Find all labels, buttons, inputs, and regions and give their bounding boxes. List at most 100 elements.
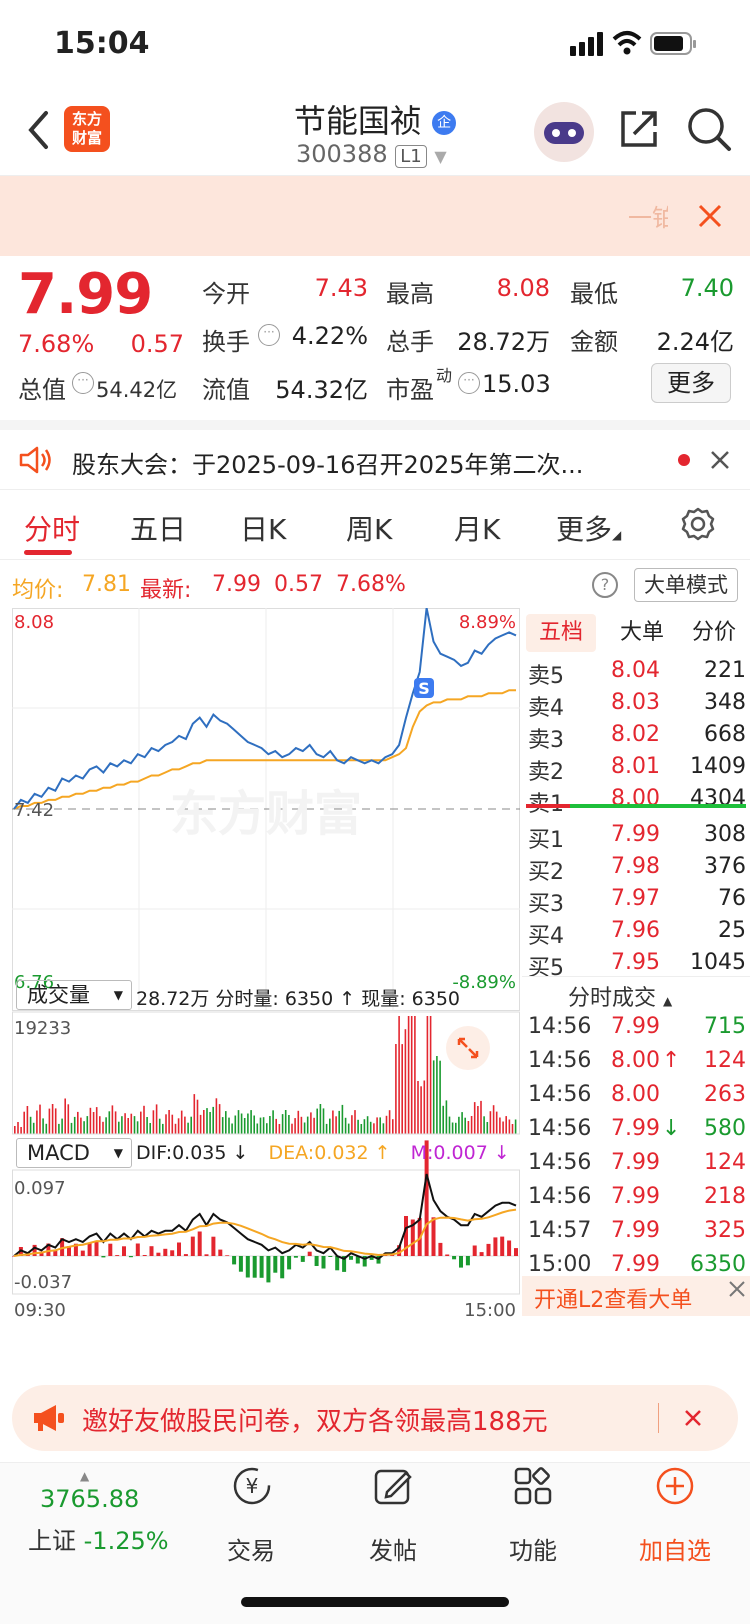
- info-icon[interactable]: ···: [72, 372, 94, 394]
- nav-trade[interactable]: ¥ 交易: [186, 1463, 316, 1565]
- macd-bar: [287, 1256, 292, 1270]
- top-banner[interactable]: 一铂: [0, 176, 750, 256]
- nav-post-label: 发帖: [369, 1537, 417, 1565]
- tab-more[interactable]: 更多◢: [556, 508, 621, 548]
- volume-bar: [448, 1116, 451, 1134]
- nav-add-watchlist[interactable]: 加自选: [610, 1463, 740, 1565]
- tab-big-orders[interactable]: 大单: [619, 620, 664, 645]
- nav-post[interactable]: 发帖: [328, 1463, 458, 1565]
- notice-bar[interactable]: 股东大会：于2025-09-16召开2025年第二次...: [0, 420, 750, 490]
- volume-bar: [190, 1116, 192, 1134]
- tab-weekly-k[interactable]: 周K: [346, 513, 393, 546]
- avg-price-line: [13, 689, 516, 810]
- stock-code-row[interactable]: 300388 L1 ▼: [296, 140, 447, 168]
- macd-bar: [280, 1256, 285, 1279]
- macd-bar: [424, 1140, 429, 1256]
- volume-bar: [105, 1117, 107, 1134]
- macd-selector[interactable]: MACD ▼: [16, 1138, 132, 1168]
- ask-label: 卖4: [528, 696, 564, 721]
- tick-time: 14:56: [528, 1082, 592, 1107]
- ticks-header[interactable]: 分时成交 ▲: [568, 980, 672, 1012]
- volume-bar: [423, 1080, 426, 1134]
- volume-bar: [442, 1105, 444, 1134]
- volume-bar: [193, 1094, 196, 1134]
- back-icon[interactable]: [26, 110, 50, 150]
- close-icon[interactable]: [684, 1409, 702, 1427]
- macd-bar: [452, 1256, 457, 1260]
- big-order-mode-button[interactable]: 大单模式: [634, 568, 738, 602]
- info-icon[interactable]: ···: [258, 324, 280, 346]
- ask-volume: 348: [704, 690, 746, 715]
- expand-icon[interactable]: [446, 1026, 490, 1070]
- promo-banner[interactable]: 邀好友做股民问卷，双方各领最高188元: [12, 1385, 738, 1451]
- volume-bar: [133, 1116, 136, 1134]
- nav-add-watchlist-label: 加自选: [639, 1537, 711, 1565]
- stock-title[interactable]: 节能国祯 企: [0, 96, 750, 142]
- volume-bar: [17, 1122, 19, 1134]
- chevron-down-icon: ▼: [113, 988, 123, 1002]
- index-value: 3765.88: [40, 1485, 140, 1513]
- sell-marker-icon[interactable]: [414, 678, 434, 698]
- volume-bar: [486, 1122, 489, 1134]
- macd-bar: [355, 1256, 360, 1264]
- tab-daily-k[interactable]: 日K: [240, 513, 287, 546]
- macd-bar: [273, 1256, 278, 1273]
- volume-bar: [95, 1107, 98, 1134]
- wifi-icon: [612, 31, 642, 55]
- info-icon[interactable]: ···: [458, 372, 480, 394]
- macd-bar: [108, 1243, 113, 1256]
- pe-label: 市盈: [386, 376, 434, 404]
- volume-bar: [335, 1116, 337, 1134]
- bid-ask-bar: [526, 804, 746, 808]
- volume-bar: [388, 1110, 391, 1134]
- l2-promo-text: 开通L2查看大单: [534, 1288, 693, 1313]
- macd-bar: [197, 1231, 202, 1256]
- tab-price-dist[interactable]: 分价: [691, 620, 736, 645]
- volume-bar: [306, 1116, 309, 1134]
- volume-bar: [99, 1116, 101, 1134]
- chevron-up-icon: ▲: [663, 994, 673, 1008]
- volume-info: 28.72万 分时量: 6350 ↑ 现量: 6350: [136, 984, 460, 1011]
- more-button[interactable]: 更多: [651, 363, 731, 403]
- volume-bar: [401, 1044, 403, 1134]
- volume-selector[interactable]: 成交量 ▼: [16, 980, 132, 1010]
- low-label: 最低: [570, 280, 618, 308]
- ask-label: 卖1: [528, 786, 564, 818]
- index-ticker[interactable]: ▲ 3765.88 上证 -1.25%: [0, 1463, 176, 1563]
- intraday-chart[interactable]: 东方财富 S 8.08 7.42 6.76 8.89% -8.89% 19233…: [12, 608, 520, 1344]
- l2-promo[interactable]: 开通L2查看大单: [522, 1276, 750, 1316]
- volume-bar: [212, 1106, 214, 1134]
- bid-volume: 76: [718, 886, 746, 911]
- tab-five-day[interactable]: 五日: [130, 513, 187, 546]
- macd-bar: [211, 1236, 216, 1256]
- volume-bar: [395, 1044, 397, 1134]
- macd-bar: [135, 1243, 140, 1256]
- tab-monthly-k[interactable]: 月K: [454, 513, 501, 546]
- macd-bar: [80, 1250, 85, 1256]
- close-icon[interactable]: [710, 450, 730, 470]
- nav-functions[interactable]: 功能: [468, 1463, 598, 1565]
- share-icon[interactable]: [618, 108, 660, 150]
- float-label: 流值: [202, 376, 250, 404]
- volume-bar: [234, 1115, 237, 1134]
- macd-bar: [190, 1236, 195, 1256]
- help-icon[interactable]: ?: [592, 572, 618, 598]
- robot-assistant-icon[interactable]: [534, 102, 594, 162]
- tab-intraday[interactable]: 分时: [24, 513, 81, 546]
- close-icon[interactable]: [698, 204, 722, 228]
- macd-bar: [183, 1254, 188, 1256]
- ask-price: 8.01: [611, 754, 660, 779]
- macd-bar: [94, 1240, 99, 1256]
- bid-label: 买1: [528, 828, 564, 853]
- volume-bar: [511, 1124, 514, 1134]
- search-icon[interactable]: [686, 106, 732, 152]
- volume-bar: [171, 1114, 174, 1134]
- tick-time: 14:56: [528, 1116, 592, 1141]
- tab-five-levels[interactable]: 五档: [526, 614, 596, 652]
- volume-bar: [473, 1102, 476, 1134]
- volume-bar: [291, 1123, 293, 1134]
- volume-bar: [451, 1122, 454, 1134]
- close-icon[interactable]: [728, 1280, 746, 1298]
- gear-icon[interactable]: [680, 506, 716, 542]
